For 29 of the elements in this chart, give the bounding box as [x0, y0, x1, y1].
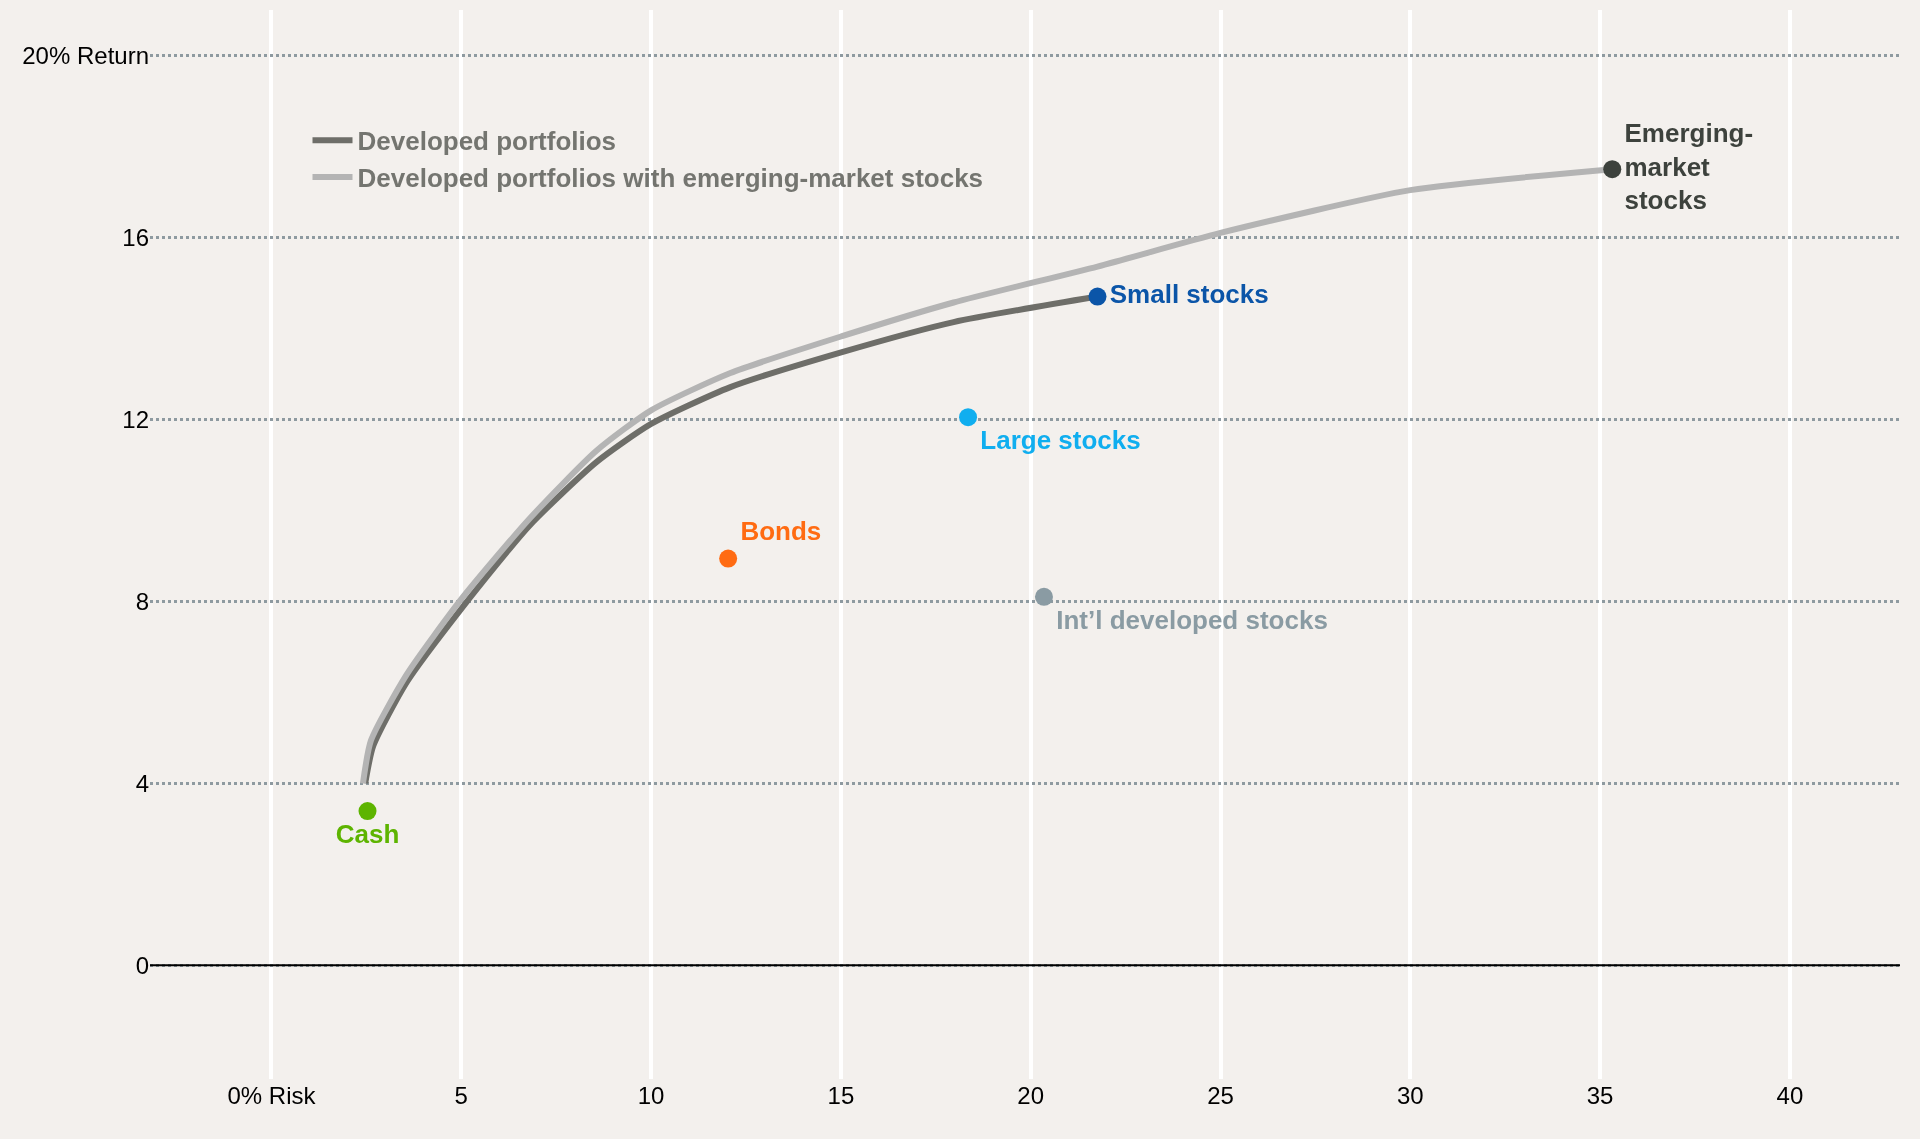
y-tick-label: 20% Return [22, 41, 149, 69]
x-tick-label: 20 [1017, 1082, 1045, 1109]
legend-label: Developed portfolios with emerging-market stocks [357, 163, 984, 194]
series-label: Small stocks [1109, 279, 1269, 310]
x-tick-label: 0% Risk [227, 1082, 317, 1109]
series-label: Emerging-market stocks [1624, 117, 1754, 216]
y-tick-label: 12 [122, 405, 149, 433]
series-label: Cash [335, 818, 400, 849]
series-label: Int’l developed stocks [1056, 604, 1328, 635]
point [358, 802, 377, 821]
point [1034, 587, 1053, 606]
x-tick-label: 5 [454, 1082, 468, 1109]
y-tick-label: 8 [135, 587, 149, 615]
point [1603, 160, 1622, 179]
point [719, 549, 738, 568]
x-tick-label: 35 [1586, 1082, 1614, 1109]
x-tick-label: 15 [827, 1082, 855, 1109]
point [959, 408, 978, 427]
series-label: Large stocks [980, 424, 1141, 455]
y-tick-label: 0 [135, 951, 149, 979]
y-tick-label: 4 [135, 769, 149, 797]
x-tick-label: 40 [1776, 1082, 1804, 1109]
x-tick-label: 30 [1396, 1082, 1424, 1109]
point [1088, 287, 1107, 306]
x-tick-label: 25 [1207, 1082, 1234, 1109]
x-tick-label: 10 [637, 1082, 665, 1109]
y-tick-label: 16 [122, 223, 149, 251]
legend-label: Developed portfolios [357, 126, 617, 157]
series-label: Bonds [740, 515, 822, 546]
